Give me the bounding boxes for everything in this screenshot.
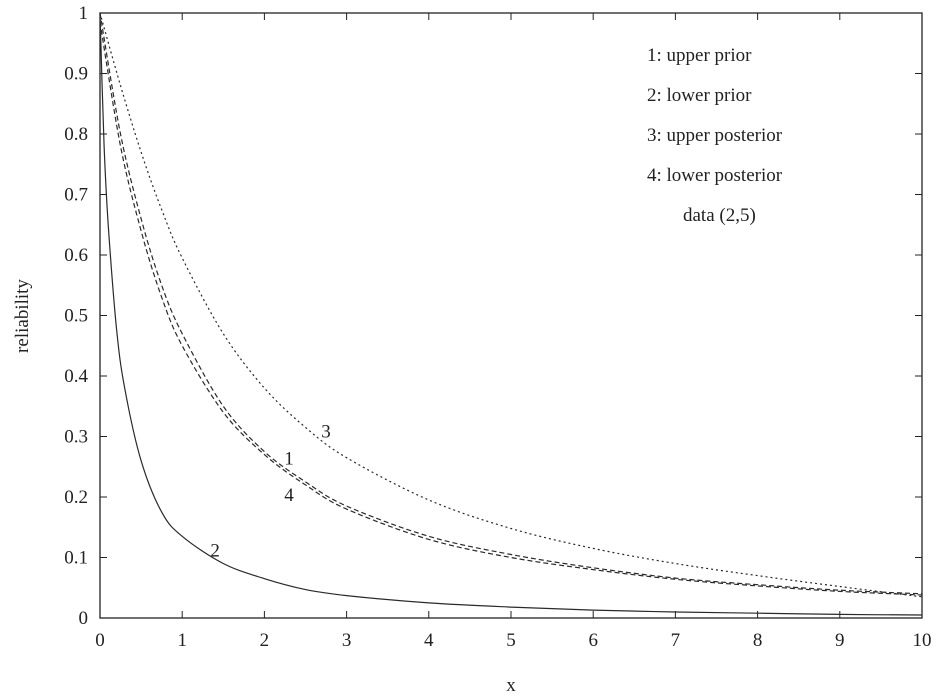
x-tick-label: 5 [506,630,516,651]
x-tick-label: 8 [753,630,763,651]
x-tick-label: 4 [424,630,434,651]
curve-label-4: 4 [284,485,294,506]
x-tick-label: 2 [260,630,270,651]
y-tick-label: 0.7 [64,185,88,206]
y-tick-label: 0.4 [64,366,88,387]
plot-frame [99,12,923,619]
y-tick-label: 0.9 [64,64,88,85]
x-tick-label: 1 [177,630,187,651]
curve-series-3 [99,12,923,598]
data-annotation: data (2,5) [683,205,756,226]
x-tick-label: 7 [671,630,681,651]
y-tick-label: 0.1 [64,548,88,569]
x-tick-label: 0 [95,630,105,651]
tick-marks [99,12,923,619]
legend-entry: 3: upper posterior [647,125,783,146]
y-tick-label: 0.8 [64,124,88,145]
x-tick-label: 9 [835,630,845,651]
curve-series-2 [99,12,923,616]
curve-label-1: 1 [284,449,294,470]
curve-label-2: 2 [210,541,220,562]
legend-entry: 2: lower prior [647,85,752,106]
curve-labels: 1 2 3 4 [210,421,330,561]
x-tick-label: 6 [588,630,598,651]
y-tick-label: 0.2 [64,487,88,508]
curves [99,12,923,616]
legend-entry: 4: lower posterior [647,165,783,186]
y-tick-label: 0 [79,608,89,629]
y-tick-label: 0.3 [64,427,88,448]
legend: 1: upper prior 2: lower prior 3: upper pos… [647,45,783,186]
x-tick-label: 10 [913,630,932,651]
tick-labels: 0 1 2 3 4 5 6 7 8 9 10 0 0.1 0.2 0.3 0.4 0.5 0.6 0.7 0.8 0.9… [64,3,931,651]
y-axis-label: reliability [12,279,33,353]
y-tick-label: 1 [79,3,89,24]
x-axis-label: x [506,675,516,696]
x-tick-label: 3 [342,630,352,651]
legend-entry: 1: upper prior [647,45,752,66]
curve-label-3: 3 [321,421,331,442]
y-tick-label: 0.5 [64,306,88,327]
curve-series-1 [99,12,923,595]
curve-series-4 [99,22,923,596]
y-tick-label: 0.6 [64,245,88,266]
